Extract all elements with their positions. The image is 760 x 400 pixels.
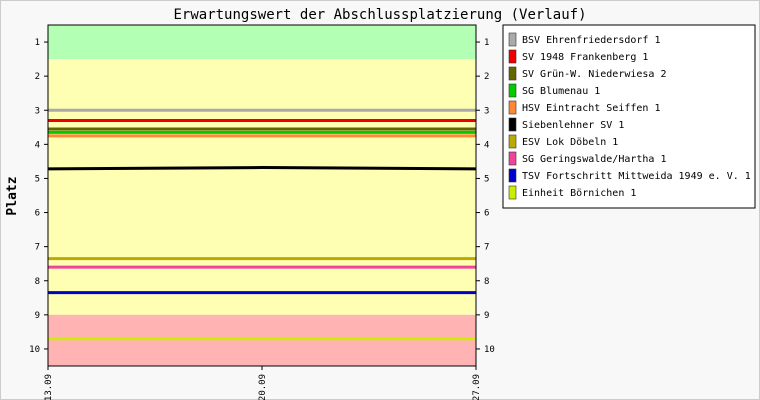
background-band-2 bbox=[48, 314, 476, 366]
legend-label-9: Einheit Börnichen 1 bbox=[522, 188, 636, 199]
y-tick-label-left-9: 10 bbox=[29, 345, 40, 355]
legend-swatch-0 bbox=[508, 32, 517, 47]
series-line-5 bbox=[47, 166, 477, 171]
series-lines bbox=[47, 108, 477, 341]
y-tick-label-right-8: 9 bbox=[484, 311, 489, 321]
y-tick-label-left-7: 8 bbox=[35, 277, 40, 287]
y-tick-label-left-4: 5 bbox=[35, 174, 40, 184]
y-tick-label-left-5: 6 bbox=[35, 209, 40, 219]
y-tick-label-left-2: 3 bbox=[35, 106, 40, 116]
x-tick-label-0: 13.09 bbox=[44, 374, 54, 400]
y-tick-label-right-1: 2 bbox=[484, 72, 489, 82]
y-axis-label: Platz bbox=[5, 176, 20, 215]
x-tick-label-1: 20.09 bbox=[258, 374, 268, 400]
background-band-0 bbox=[48, 25, 476, 60]
legend-swatch-2 bbox=[508, 66, 517, 81]
legend-label-6: ESV Lok Döbeln 1 bbox=[522, 137, 618, 148]
legend-swatch-1 bbox=[508, 49, 517, 64]
legend-label-8: TSV Fortschritt Mittweida 1949 e. V. 1 bbox=[522, 171, 751, 182]
y-tick-label-right-5: 6 bbox=[484, 209, 489, 219]
legend-swatch-9 bbox=[508, 185, 517, 200]
y-tick-label-left-3: 4 bbox=[35, 140, 40, 150]
y-tick-label-right-0: 1 bbox=[484, 38, 489, 48]
axes: 1 1 2 2 3 3 4 4 5 5 6 6 7 7 8 8 9 9 10 10 13.09 20.09 27.09 bbox=[29, 24, 495, 400]
y-tick-label-left-0: 1 bbox=[35, 38, 40, 48]
y-tick-label-left-6: 7 bbox=[35, 243, 40, 253]
legend-label-7: SG Geringswalde/Hartha 1 bbox=[522, 154, 667, 165]
legend-label-3: SG Blumenau 1 bbox=[522, 86, 600, 97]
background-band-1 bbox=[48, 59, 476, 315]
x-tick-label-2: 27.09 bbox=[472, 374, 482, 400]
legend-swatch-7 bbox=[508, 151, 517, 166]
legend: BSV Ehrenfriedersdorf 1 SV 1948 Frankenbe… bbox=[502, 24, 756, 209]
chart-title: Erwartungswert der Abschlussplatzierung … bbox=[173, 7, 586, 23]
legend-label-0: BSV Ehrenfriedersdorf 1 bbox=[522, 35, 660, 46]
legend-label-5: Siebenlehner SV 1 bbox=[522, 120, 624, 131]
y-tick-label-right-4: 5 bbox=[484, 174, 489, 184]
y-tick-label-right-9: 10 bbox=[484, 345, 495, 355]
legend-swatch-3 bbox=[508, 83, 517, 98]
y-tick-label-left-8: 9 bbox=[35, 311, 40, 321]
y-tick-label-right-6: 7 bbox=[484, 243, 489, 253]
legend-swatch-4 bbox=[508, 100, 517, 115]
y-tick-label-right-7: 8 bbox=[484, 277, 489, 287]
legend-label-2: SV Grün-W. Niederwiesa 2 bbox=[522, 69, 667, 80]
y-tick-label-right-2: 3 bbox=[484, 106, 489, 116]
legend-swatch-6 bbox=[508, 134, 517, 149]
legend-box bbox=[502, 24, 756, 209]
y-tick-label-left-1: 2 bbox=[35, 72, 40, 82]
legend-swatch-5 bbox=[508, 117, 517, 132]
legend-label-4: HSV Eintracht Seiffen 1 bbox=[522, 103, 660, 114]
background-bands bbox=[48, 25, 476, 366]
y-tick-label-right-3: 4 bbox=[484, 140, 489, 150]
legend-swatch-8 bbox=[508, 168, 517, 183]
legend-label-1: SV 1948 Frankenberg 1 bbox=[522, 52, 648, 63]
